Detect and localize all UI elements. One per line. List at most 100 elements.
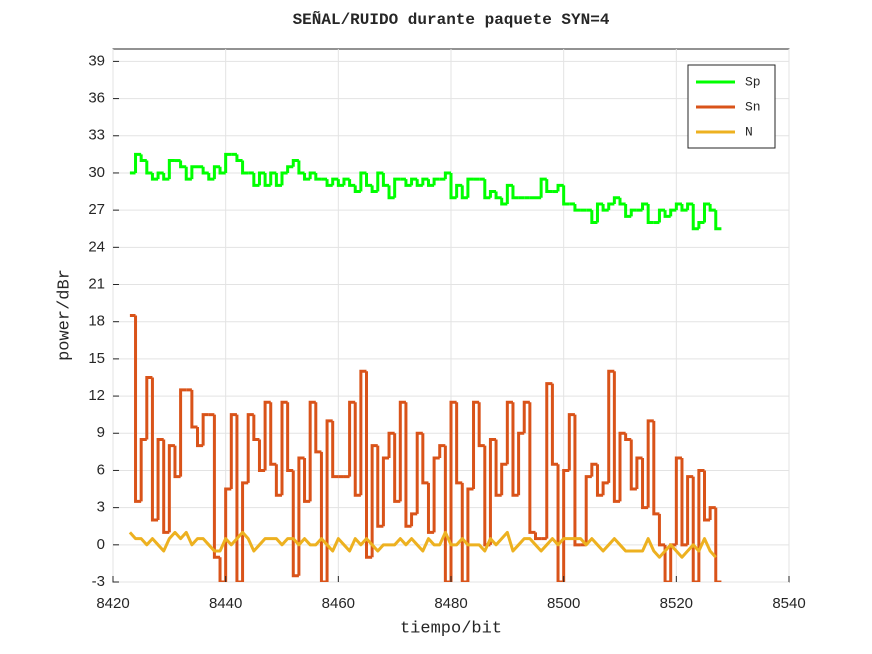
step-segment (494, 191, 502, 200)
step-segment (393, 433, 401, 503)
step-segment (381, 456, 390, 527)
step-segment (466, 487, 474, 582)
step-segment (331, 177, 339, 186)
step-segment (421, 177, 429, 186)
step-segment (184, 166, 192, 181)
step-segment (359, 369, 367, 496)
y-tick-label: 12 (88, 387, 105, 404)
step-segment (224, 152, 232, 173)
step-segment (618, 197, 626, 206)
step-segment (646, 203, 654, 225)
step-segment (449, 400, 457, 582)
step-segment (494, 439, 502, 497)
step-segment (477, 402, 485, 448)
step-segment (556, 183, 564, 192)
step-segment (280, 400, 288, 496)
step-segment (314, 172, 322, 181)
step-segment (669, 208, 677, 217)
ticks: 8420 8440 8460 8480 8500 8520 8540-30369121518… (88, 52, 805, 612)
step-segment (522, 400, 530, 434)
step-segment (286, 165, 294, 173)
step-segment (370, 185, 378, 194)
step-segment (252, 414, 260, 441)
step-segment (708, 506, 716, 521)
step-segment (381, 172, 390, 187)
y-tick-label: 24 (88, 238, 105, 255)
step-segment (488, 437, 497, 545)
step-segment (545, 179, 553, 194)
step-segment (714, 210, 722, 231)
step-segment (641, 202, 649, 211)
step-segment (550, 383, 559, 466)
x-tick-label: 8480 (434, 595, 467, 612)
step-segment (263, 400, 271, 471)
step-segment (348, 179, 356, 187)
step-segment (652, 420, 660, 516)
step-segment (607, 202, 615, 211)
step-segment (190, 165, 198, 180)
step-segment (291, 159, 299, 167)
step-segment (517, 431, 525, 496)
y-tick-label: 36 (88, 90, 105, 107)
y-tick-label: 0 (97, 536, 105, 553)
step-segment (269, 402, 277, 466)
step-segment (607, 369, 615, 483)
step-segment (297, 456, 305, 576)
x-tick-label: 8500 (547, 595, 580, 612)
step-segment (212, 165, 221, 180)
step-segment (314, 402, 322, 454)
step-segment (269, 171, 277, 186)
y-tick-label: 15 (88, 350, 105, 367)
step-segment (545, 382, 553, 539)
step-segment (229, 413, 237, 490)
x-tick-label: 8460 (322, 595, 355, 612)
step-segment (567, 413, 575, 471)
step-segment (398, 400, 406, 502)
step-segment (426, 179, 435, 187)
x-tick-label: 8420 (96, 595, 129, 612)
step-segment (167, 444, 175, 533)
chart-title: SEÑAL/RUIDO durante paquete SYN=4 (293, 9, 610, 29)
step-segment (432, 456, 440, 533)
step-segment (657, 513, 666, 547)
step-segment (663, 210, 671, 218)
x-tick-label: 8440 (209, 595, 242, 612)
step-segment (500, 197, 508, 206)
step-segment (201, 166, 209, 175)
step-segment (235, 154, 243, 163)
step-segment (697, 468, 705, 582)
step-segment (353, 402, 361, 497)
step-segment (641, 458, 649, 510)
step-segment (342, 177, 350, 186)
step-segment (325, 419, 333, 582)
step-segment (241, 160, 249, 175)
step-segment (703, 202, 711, 223)
step-segment (207, 172, 215, 181)
step-segment (162, 439, 170, 534)
step-segment (505, 183, 513, 204)
step-segment (162, 172, 170, 181)
step-segment (325, 179, 333, 187)
y-axis-label: power/dBr (55, 269, 74, 361)
step-segment (691, 203, 699, 231)
step-segment (646, 419, 654, 508)
step-segment (624, 203, 632, 218)
step-segment (156, 437, 164, 521)
step-segment (590, 462, 598, 477)
step-segment (179, 160, 187, 169)
step-segment (393, 177, 401, 198)
step-segment (595, 464, 604, 497)
step-segment (601, 203, 609, 212)
step-segment (590, 210, 598, 225)
step-segment (331, 420, 339, 479)
y-tick-label: 21 (88, 275, 105, 292)
step-segment (212, 414, 221, 559)
step-segment (387, 431, 395, 459)
step-segment (303, 172, 311, 181)
step-segment (263, 172, 271, 187)
step-segment (218, 557, 226, 582)
step-segment (500, 462, 508, 496)
step-segment (714, 507, 722, 582)
step-segment (201, 413, 209, 446)
